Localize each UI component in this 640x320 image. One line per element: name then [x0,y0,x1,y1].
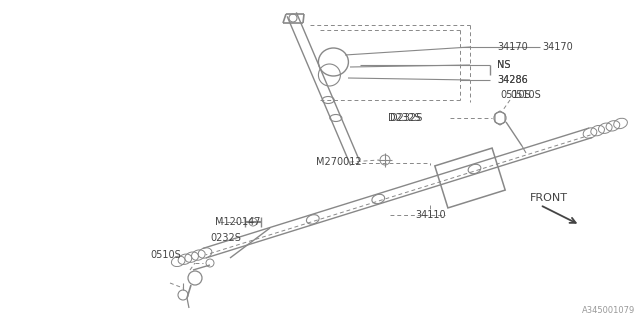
Text: 0510S: 0510S [150,250,180,260]
Text: 34286: 34286 [497,75,528,85]
Text: A345001079: A345001079 [582,306,635,315]
Text: 0232S: 0232S [210,233,241,243]
Text: NS: NS [497,60,511,70]
Text: 0510S: 0510S [500,90,531,100]
Text: 34170: 34170 [497,42,528,52]
Text: 34286: 34286 [497,75,528,85]
Text: FRONT: FRONT [530,193,568,203]
Text: M270012: M270012 [316,157,362,167]
Text: M120147: M120147 [215,217,260,227]
Text: NS: NS [497,60,511,70]
Text: 34110: 34110 [415,210,445,220]
Text: D232S: D232S [390,113,422,123]
Text: 34170: 34170 [542,42,573,52]
Text: D232S: D232S [388,113,420,123]
Text: 0510S: 0510S [510,90,541,100]
